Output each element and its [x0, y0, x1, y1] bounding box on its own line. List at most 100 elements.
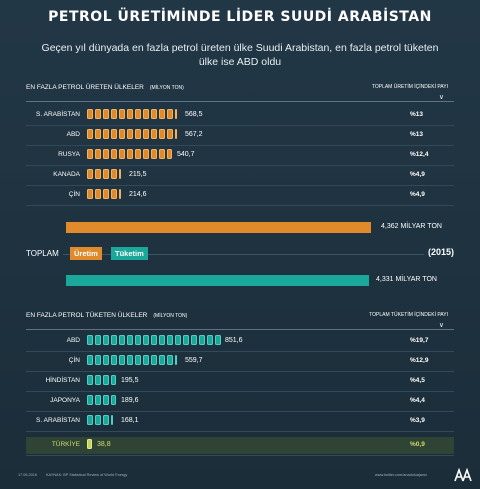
consumption-total-label: 4,331 MİLYAR TON — [376, 276, 437, 283]
barrel-mark — [127, 129, 133, 139]
row-share-label: %4,9 — [410, 191, 425, 198]
barrel-mark — [127, 335, 133, 345]
barrel-mark — [159, 109, 165, 119]
barrel-partial-mark — [167, 149, 172, 159]
barrel-mark — [87, 169, 93, 179]
legend-total-label: TOPLAM — [26, 249, 63, 258]
barrel-mark — [119, 109, 125, 119]
row-share-label: %4,5 — [410, 377, 425, 384]
anadolu-agency-logo-icon — [454, 468, 472, 482]
barrel-mark — [103, 129, 109, 139]
footer-source: KAYNAK: BP Statistical Review of World E… — [46, 473, 128, 477]
barrel-partial-mark — [119, 169, 121, 179]
barrel-mark — [119, 335, 125, 345]
barrel-mark — [95, 355, 101, 365]
barrel-mark — [95, 189, 101, 199]
row-country-label: S. ARABİSTAN — [36, 417, 80, 424]
barrel-mark — [95, 109, 101, 119]
barrel-mark — [111, 169, 117, 179]
consumption-share-heading: TOPLAM TÜKETİM İÇİNDEKİ PAYI — [369, 312, 448, 318]
barrel-mark — [119, 355, 125, 365]
barrel-mark — [87, 395, 93, 405]
chevron-down-icon: ∨ — [438, 94, 444, 101]
barrel-mark — [151, 149, 157, 159]
barrel-partial-mark — [87, 439, 92, 449]
consumption-heading: EN FAZLA PETROL TÜKETEN ÜLKELER — [26, 312, 148, 319]
barrel-mark — [103, 415, 109, 425]
barrel-mark — [95, 169, 101, 179]
barrel-mark — [199, 335, 205, 345]
row-divider — [26, 145, 454, 146]
chevron-down-icon: ∨ — [438, 322, 444, 329]
barrel-mark — [159, 335, 165, 345]
barrel-mark — [87, 375, 93, 385]
row-divider — [26, 391, 454, 392]
row-value-label: 38,8 — [97, 440, 111, 448]
barrel-mark — [143, 355, 149, 365]
barrel-mark — [127, 355, 133, 365]
barrel-mark — [143, 335, 149, 345]
barrel-mark — [127, 149, 133, 159]
barrel-mark — [119, 129, 125, 139]
row-share-label: %4,9 — [410, 171, 425, 178]
production-total-label: 4,362 MİLYAR TON — [381, 223, 442, 230]
barrel-mark — [167, 335, 173, 345]
row-country-label: TÜRKİYE — [51, 441, 80, 448]
barrel-mark — [103, 109, 109, 119]
barrel-mark — [119, 149, 125, 159]
page-title: PETROL ÜRETİMİNDE LİDER SUUDİ ARABİSTAN — [48, 9, 432, 25]
row-value-label: 559,7 — [185, 356, 203, 364]
barrel-mark — [127, 109, 133, 119]
barrel-mark — [87, 335, 93, 345]
production-header-divider — [26, 101, 454, 102]
row-country-label: ÇİN — [68, 357, 80, 364]
row-divider — [26, 371, 454, 372]
barrel-mark — [87, 149, 93, 159]
barrel-mark — [111, 355, 117, 365]
barrel-partial-mark — [175, 355, 177, 365]
row-divider — [26, 205, 454, 206]
barrel-mark — [183, 335, 189, 345]
barrel-mark — [95, 415, 101, 425]
consumption-total-bar — [66, 275, 369, 286]
barrel-mark — [167, 109, 173, 119]
page-subtitle: Geçen yıl dünyada en fazla petrol üreten… — [41, 42, 439, 68]
row-divider — [26, 455, 454, 456]
row-divider — [26, 351, 454, 352]
row-value-label: 215,5 — [129, 170, 147, 178]
barrel-mark — [175, 335, 181, 345]
consumption-header: EN FAZLA PETROL TÜKETEN ÜLKELER (MİLYON T… — [26, 312, 466, 329]
barrel-mark — [111, 129, 117, 139]
row-value-label: 540,7 — [177, 150, 195, 158]
consumption-header-divider — [26, 329, 454, 330]
barrel-mark — [95, 375, 101, 385]
row-share-label: %4,4 — [410, 397, 425, 404]
row-share-label: %3,9 — [410, 417, 425, 424]
barrel-mark — [103, 355, 109, 365]
barrel-mark — [215, 335, 221, 345]
barrel-mark — [111, 335, 117, 345]
barrel-partial-mark — [111, 375, 116, 385]
legend-production-tag: Üretim — [70, 247, 102, 260]
barrel-mark — [111, 189, 117, 199]
barrel-mark — [191, 335, 197, 345]
barrel-partial-mark — [175, 109, 177, 119]
barrel-mark — [143, 129, 149, 139]
barrel-mark — [87, 129, 93, 139]
barrel-mark — [143, 149, 149, 159]
row-share-label: %12,4 — [410, 151, 429, 158]
row-country-label: S. ARABİSTAN — [36, 111, 80, 118]
footer-date: 17.06.2016 — [18, 473, 38, 477]
production-header: EN FAZLA PETROL ÜRETEN ÜLKELER (MİLYON TO… — [26, 84, 466, 101]
barrel-mark — [103, 375, 109, 385]
row-country-label: RUSYA — [58, 151, 80, 158]
row-divider — [26, 431, 454, 432]
barrel-mark — [95, 129, 101, 139]
barrel-partial-mark — [119, 189, 121, 199]
barrel-mark — [111, 109, 117, 119]
row-country-label: JAPONYA — [50, 397, 80, 404]
row-divider — [26, 125, 454, 126]
barrel-mark — [135, 355, 141, 365]
barrel-partial-mark — [111, 395, 116, 405]
